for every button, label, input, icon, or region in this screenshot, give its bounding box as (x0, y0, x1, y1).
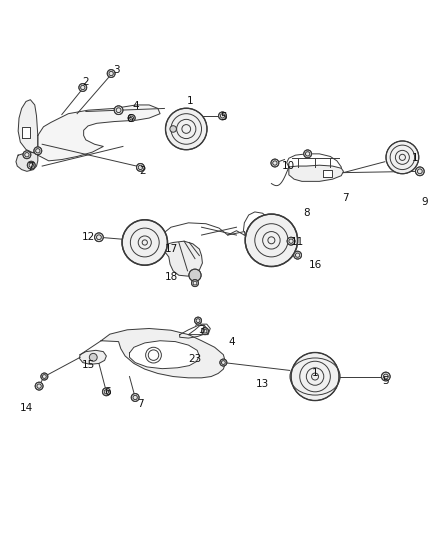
Polygon shape (101, 328, 226, 378)
Text: 10: 10 (283, 161, 295, 171)
Ellipse shape (166, 108, 207, 150)
Circle shape (107, 70, 115, 77)
Ellipse shape (386, 141, 419, 174)
Text: 1: 1 (312, 368, 318, 377)
Polygon shape (323, 169, 332, 176)
Circle shape (35, 382, 43, 390)
Polygon shape (289, 165, 343, 181)
Circle shape (219, 112, 226, 120)
Circle shape (271, 159, 279, 167)
Circle shape (23, 151, 31, 159)
Text: 6: 6 (126, 114, 133, 124)
Text: 23: 23 (188, 354, 201, 364)
Polygon shape (16, 152, 38, 171)
Text: 18: 18 (164, 272, 177, 282)
Circle shape (34, 147, 42, 155)
Circle shape (102, 388, 110, 395)
Circle shape (220, 359, 227, 366)
Text: 9: 9 (421, 197, 427, 207)
Text: 4: 4 (133, 101, 139, 111)
Circle shape (381, 372, 390, 381)
Text: 7: 7 (343, 192, 349, 203)
Circle shape (148, 350, 159, 360)
Text: 1: 1 (412, 153, 419, 163)
Circle shape (128, 115, 135, 122)
Polygon shape (161, 241, 202, 276)
Circle shape (191, 280, 198, 287)
Circle shape (291, 352, 339, 400)
Circle shape (79, 84, 87, 92)
Polygon shape (79, 350, 106, 364)
Circle shape (245, 214, 297, 266)
Circle shape (416, 167, 424, 176)
Text: 15: 15 (81, 360, 95, 370)
Text: 2: 2 (139, 166, 146, 176)
Circle shape (189, 269, 201, 281)
Ellipse shape (170, 126, 177, 132)
Text: 12: 12 (81, 232, 95, 242)
Circle shape (287, 237, 295, 245)
Text: 4: 4 (229, 337, 235, 346)
Text: 1: 1 (187, 96, 194, 107)
Polygon shape (130, 341, 199, 369)
Circle shape (95, 233, 103, 241)
Text: 5: 5 (220, 112, 227, 122)
Text: 3: 3 (198, 325, 205, 335)
Text: 11: 11 (291, 237, 304, 247)
Text: 2: 2 (82, 77, 89, 87)
Text: 7: 7 (137, 399, 144, 409)
Circle shape (114, 106, 123, 115)
Text: 7: 7 (27, 163, 34, 172)
Text: 17: 17 (164, 244, 177, 254)
Circle shape (89, 353, 97, 361)
Circle shape (293, 251, 301, 259)
Circle shape (194, 317, 201, 324)
Circle shape (131, 393, 139, 401)
Polygon shape (18, 100, 38, 153)
Circle shape (304, 150, 311, 158)
Text: 14: 14 (20, 402, 34, 413)
Text: 5: 5 (382, 376, 389, 386)
Circle shape (201, 328, 208, 335)
Text: 13: 13 (256, 379, 269, 390)
Text: 8: 8 (303, 208, 310, 218)
Circle shape (137, 164, 145, 171)
Circle shape (122, 220, 167, 265)
Circle shape (41, 373, 48, 380)
Text: 16: 16 (308, 260, 321, 270)
Text: 6: 6 (104, 387, 111, 397)
Circle shape (27, 161, 35, 169)
Polygon shape (21, 127, 30, 138)
Text: 3: 3 (113, 65, 120, 75)
Polygon shape (38, 105, 160, 161)
